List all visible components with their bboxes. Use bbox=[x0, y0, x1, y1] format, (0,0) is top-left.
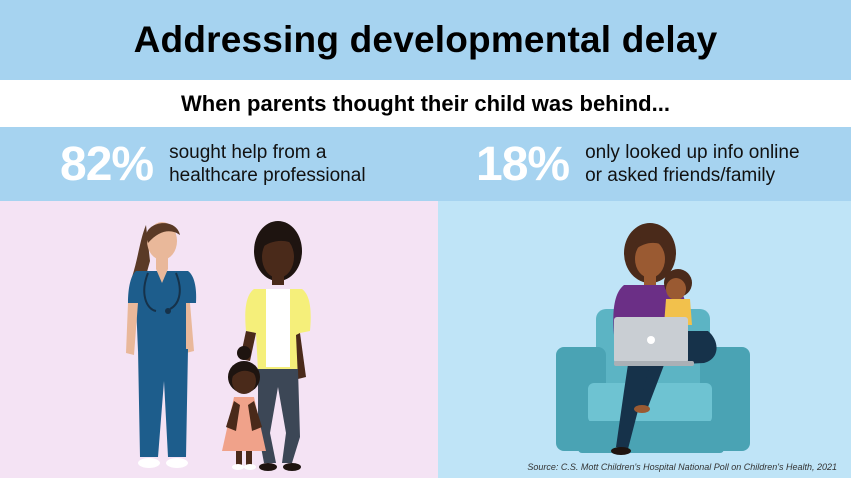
source-citation: Source: C.S. Mott Children's Hospital Na… bbox=[527, 462, 837, 472]
page-subtitle: When parents thought their child was beh… bbox=[181, 90, 670, 116]
stat-description: sought help from a healthcare profession… bbox=[169, 141, 365, 187]
stat-line: or asked friends/family bbox=[585, 165, 776, 186]
doctor-illustration bbox=[126, 222, 197, 468]
stat-line: sought help from a bbox=[169, 142, 327, 163]
laptop-icon bbox=[614, 317, 694, 366]
subtitle-band: When parents thought their child was beh… bbox=[0, 80, 851, 127]
healthcare-illustration bbox=[126, 221, 311, 471]
title-band: Addressing developmental delay bbox=[0, 0, 851, 80]
stat-percent: 18% bbox=[476, 137, 570, 191]
stat-line: healthcare professional bbox=[169, 165, 366, 186]
stats-band: 82% sought help from a healthcare profes… bbox=[0, 127, 851, 201]
panel-online: Source: C.S. Mott Children's Hospital Na… bbox=[438, 201, 851, 478]
stat-line: only looked up info online bbox=[585, 142, 800, 163]
parent-illustration bbox=[240, 221, 311, 471]
stat-healthcare: 82% sought help from a healthcare profes… bbox=[60, 127, 366, 201]
page-title: Addressing developmental delay bbox=[133, 19, 718, 60]
panel-healthcare bbox=[0, 201, 438, 478]
stat-description: only looked up info online or asked frie… bbox=[585, 141, 799, 187]
child-illustration bbox=[222, 346, 266, 470]
online-illustration bbox=[556, 223, 750, 455]
stat-online: 18% only looked up info online or asked … bbox=[476, 127, 800, 201]
stat-percent: 82% bbox=[60, 137, 154, 191]
